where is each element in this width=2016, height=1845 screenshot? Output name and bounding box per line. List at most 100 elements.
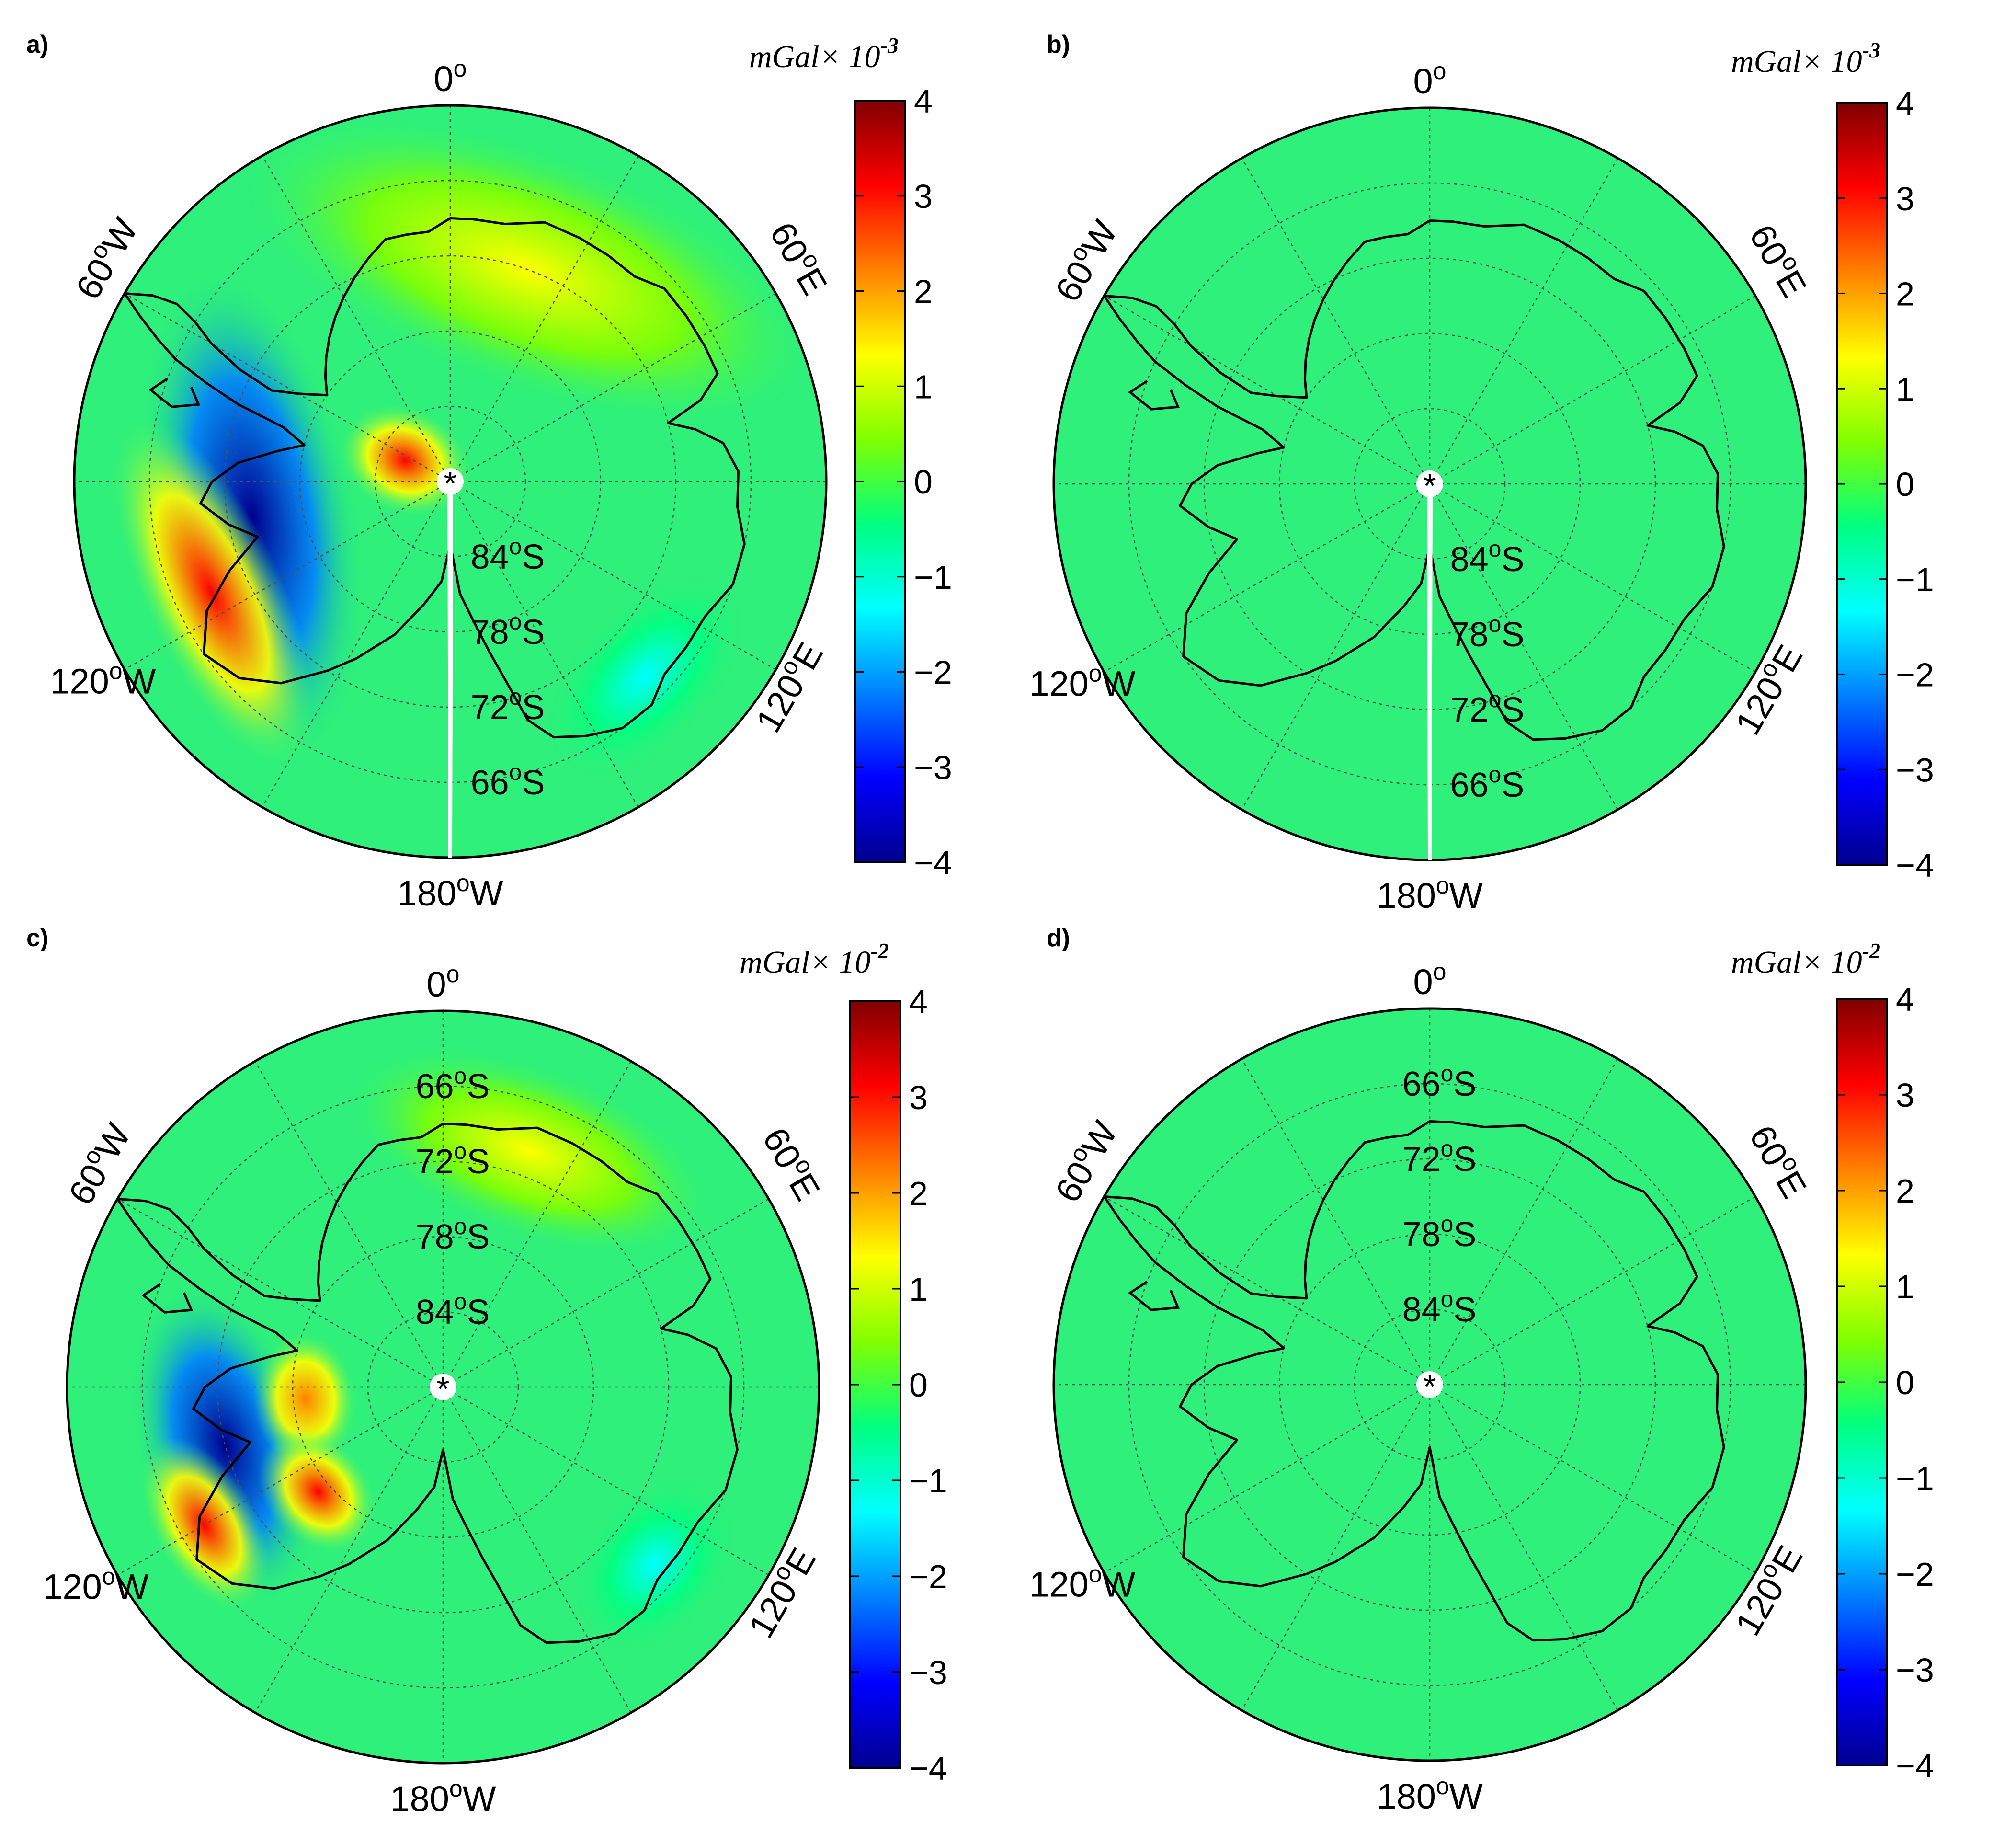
lon-label-180: 180oW [1377, 872, 1482, 916]
lat-label: 66oS [1450, 762, 1525, 804]
colorbar-tick-label: 4 [914, 82, 933, 120]
panel-label: a) [26, 31, 48, 58]
lon-label-120w: 120oW [1029, 1561, 1135, 1604]
lat-label: 66oS [416, 1064, 490, 1106]
colorbar-tick-label: −1 [914, 559, 952, 596]
map-panel: *0o180oW60oW120oW60oE120oE84oS78oS72oS66… [1029, 57, 1814, 916]
lat-label: 72oS [471, 685, 545, 727]
lon-label-180: 180oW [1377, 1773, 1482, 1816]
pole-marker: * [436, 1370, 449, 1408]
lon-label-120w: 120oW [1029, 660, 1135, 704]
pole-circle [1416, 470, 1443, 497]
lat-label: 78oS [1402, 1212, 1477, 1254]
lat-label: 84oS [1450, 537, 1525, 579]
colorbar-tick-label: 2 [914, 273, 933, 310]
coastline-inlet [148, 378, 201, 408]
pole-circle [430, 1374, 456, 1400]
latitude-gridline [1278, 1233, 1581, 1536]
colorbar-tick-label: 1 [1896, 1268, 1914, 1306]
colorbar-tick-label: −2 [1896, 1556, 1934, 1593]
colorbar-tick-label: 4 [1896, 85, 1914, 122]
lat-label: 66oS [1402, 1061, 1477, 1103]
lat-label: 78oS [471, 609, 545, 652]
lat-label: 84oS [416, 1289, 490, 1331]
colorbar-tick-label: −2 [1896, 656, 1934, 694]
panel-label: d) [1047, 924, 1070, 952]
coastline-inlet [141, 1283, 194, 1314]
colorbar-unit: mGal× 10-3 [1731, 38, 1880, 79]
pole-marker: * [1423, 467, 1436, 504]
lat-label: 66oS [471, 760, 545, 802]
lon-label-180: 180oW [397, 870, 503, 913]
panel-label: c) [26, 924, 48, 952]
lat-label: 78oS [416, 1214, 490, 1256]
colorbar-tick-label: −1 [1896, 1460, 1934, 1497]
antarctica-coastline [116, 1123, 739, 1644]
map-panel: *0o180oW60oW120oW60oE120oE66oS72oS78oS84… [43, 961, 828, 1819]
colorbar-unit: mGal× 10-2 [1731, 939, 1880, 980]
coastline-inlet [1128, 380, 1180, 411]
panel-label: b) [1047, 31, 1070, 58]
colorbar-tick-label: −4 [914, 844, 952, 882]
lat-label: 72oS [1402, 1136, 1477, 1179]
colorbar-tick-label: 4 [909, 983, 928, 1020]
colorbar-tick-label: 1 [909, 1271, 928, 1308]
colorbar-tick-label: −2 [909, 1558, 947, 1595]
antarctica-coastline [123, 217, 746, 739]
lat-label: 72oS [416, 1139, 490, 1181]
colorbar-tick-label: 3 [914, 178, 933, 215]
lon-label-120w: 120oW [50, 658, 156, 701]
colorbar-unit: mGal× 10-2 [740, 939, 889, 980]
anomaly-red [258, 1429, 378, 1555]
lat-label: 84oS [1402, 1287, 1477, 1329]
lon-label-0: 0o [434, 55, 467, 99]
map-panel: *0o180oW60oW120oW60oE120oE66oS72oS78oS84… [1029, 958, 1814, 1816]
colorbar-tick-label: −4 [1896, 847, 1934, 884]
colorbar-tick-label: −4 [1896, 1747, 1934, 1785]
pole-marker: * [1423, 1368, 1436, 1405]
colorbar-tick-label: 0 [1896, 1364, 1914, 1401]
pole-seam [1427, 484, 1433, 860]
lon-label-180: 180oW [390, 1775, 496, 1819]
colorbar-tick-label: −1 [909, 1462, 947, 1500]
colorbar-tick-label: 3 [909, 1079, 928, 1116]
pole-circle [437, 468, 464, 495]
latitude-gridline [292, 1236, 594, 1538]
lon-label-0: 0o [1413, 57, 1447, 101]
colorbar-unit: mGal× 10-3 [749, 33, 899, 74]
lat-label: 72oS [1450, 687, 1525, 729]
colorbar-tick-label: 3 [1896, 180, 1914, 218]
colorbar-tick-label: 2 [1896, 275, 1914, 313]
map-border [66, 1009, 820, 1765]
lon-label-0: 0o [427, 961, 460, 1004]
colorbar-tick-label: −2 [914, 654, 952, 691]
anomaly-red [253, 1330, 359, 1468]
anomaly-cyan [544, 575, 746, 778]
lat-label: 84oS [471, 534, 545, 576]
colorbar-tick-label: 0 [909, 1366, 928, 1404]
colorbar-tick-label: −3 [1896, 1651, 1934, 1689]
colorbar-tick-label: −3 [909, 1654, 947, 1691]
colorbar-tick-label: 2 [1896, 1172, 1914, 1210]
antarctica-coastline [1103, 1120, 1725, 1642]
pole-marker: * [444, 465, 456, 502]
colorbar-tick-label: −3 [1896, 751, 1934, 789]
colorbar-tick-label: 1 [914, 368, 933, 405]
colorbar-tick-label: 0 [1896, 466, 1914, 503]
pole-seam [447, 481, 453, 858]
colorbar-tick-label: −3 [914, 749, 952, 786]
lat-label: 78oS [1450, 612, 1525, 654]
pole-circle [1416, 1371, 1443, 1398]
anomaly-cyan [572, 1478, 737, 1651]
colorbar-tick-label: 1 [1896, 370, 1914, 408]
lon-label-120w: 120oW [43, 1563, 148, 1607]
anomaly-layer [130, 1045, 737, 1651]
colorbar-tick-label: −4 [909, 1750, 947, 1787]
lon-label-0: 0o [1413, 958, 1447, 1002]
colorbar-tick-label: 0 [914, 463, 933, 501]
map-border [1052, 1007, 1807, 1762]
antarctica-coastline [1103, 219, 1725, 741]
colorbar-tick-label: 4 [1896, 981, 1914, 1018]
map-panel: *0o180oW60oW120oW60oE120oE84oS78oS72oS66… [50, 55, 835, 913]
